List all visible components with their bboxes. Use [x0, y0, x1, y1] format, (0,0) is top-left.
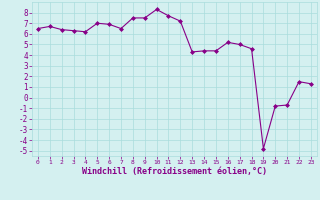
X-axis label: Windchill (Refroidissement éolien,°C): Windchill (Refroidissement éolien,°C): [82, 167, 267, 176]
